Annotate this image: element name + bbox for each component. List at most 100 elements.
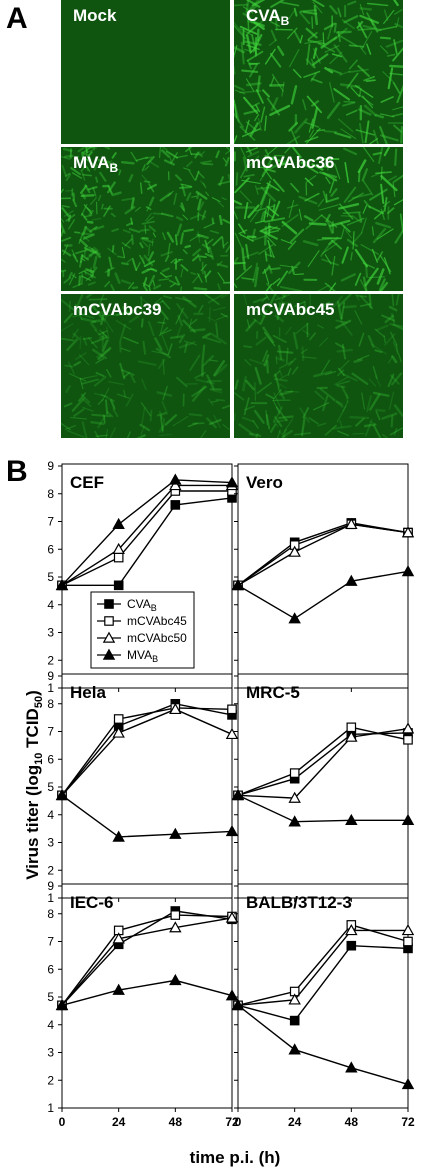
micrograph-label-subscript: B — [280, 14, 290, 28]
cell-mark — [347, 192, 364, 203]
cell-mark — [79, 238, 89, 248]
y-tick-label: 3 — [47, 836, 54, 850]
y-tick-label: 3 — [47, 1046, 54, 1060]
cell-mark — [121, 197, 134, 202]
cell-mark — [314, 390, 325, 400]
cell-mark — [334, 131, 352, 139]
cell-mark — [243, 397, 250, 416]
cell-mark — [217, 283, 221, 291]
cell-mark — [234, 391, 245, 401]
micrograph-label-text: CVA — [246, 6, 281, 25]
cell-mark — [318, 204, 339, 211]
cell-mark — [350, 251, 353, 261]
cell-mark — [266, 360, 269, 374]
cell-mark — [64, 210, 74, 217]
cell-mark — [309, 332, 316, 341]
cell-mark — [247, 204, 260, 219]
data-point-marker — [231, 788, 245, 801]
cell-mark — [156, 300, 164, 305]
cell-mark — [363, 75, 375, 82]
cell-mark — [178, 341, 196, 349]
cell-mark — [186, 192, 192, 202]
cell-mark — [380, 96, 394, 103]
cell-mark — [298, 208, 302, 221]
micrograph-label-text: MVA — [73, 153, 110, 172]
cell-mark — [389, 64, 403, 68]
cell-mark — [369, 188, 388, 201]
cell-mark — [359, 303, 372, 307]
cell-mark — [340, 301, 346, 320]
cell-mark — [268, 294, 277, 308]
cell-mark — [244, 119, 250, 134]
cell-mark — [242, 375, 247, 392]
y-tick-label: 5 — [47, 780, 54, 794]
cell-mark — [172, 416, 189, 427]
cell-mark — [356, 21, 364, 29]
data-point-marker — [225, 727, 239, 740]
micrograph-label-text: mCVAbc36 — [246, 153, 335, 172]
cell-mark — [305, 175, 317, 183]
data-point-marker — [225, 476, 239, 488]
cell-mark — [358, 212, 363, 223]
cell-mark — [342, 373, 358, 382]
cell-mark — [243, 109, 258, 115]
cell-mark — [265, 414, 271, 430]
cell-mark — [84, 184, 91, 194]
cell-mark — [396, 84, 403, 103]
cell-mark — [141, 378, 147, 391]
cell-mark — [317, 284, 330, 291]
chart-title: BALB/3T12-3 — [246, 893, 352, 912]
cell-mark — [109, 427, 116, 438]
x-tick-label: 72 — [225, 1115, 239, 1129]
cell-mark — [72, 332, 81, 341]
cell-mark — [216, 261, 223, 267]
cell-mark — [367, 335, 375, 348]
fluorescence-image-grid: Mock CVAB MVAB mCVAbc36 mCVAbc39 mCVAbc45 — [60, 0, 425, 443]
cell-mark — [141, 240, 149, 248]
series-line — [61, 794, 233, 838]
cell-mark — [341, 386, 350, 400]
y-tick-label: 5 — [47, 990, 54, 1004]
cell-mark — [393, 199, 403, 206]
cell-mark — [270, 76, 275, 87]
cell-mark — [82, 337, 93, 341]
cell-mark — [174, 174, 183, 182]
cell-mark — [370, 343, 387, 355]
cell-mark — [249, 209, 260, 223]
cell-mark — [274, 12, 278, 31]
cell-mark — [203, 270, 208, 283]
cell-mark — [140, 318, 144, 328]
cell-mark — [93, 163, 98, 171]
cell-mark — [302, 330, 310, 336]
cell-mark — [381, 314, 395, 322]
data-point-marker — [346, 940, 357, 951]
cell-mark — [378, 25, 397, 32]
cell-mark — [374, 328, 385, 338]
cell-mark — [64, 364, 74, 368]
cell-mark — [317, 301, 331, 310]
cell-mark — [379, 281, 389, 291]
data-point-marker — [403, 735, 413, 745]
cell-mark — [101, 331, 105, 348]
cell-mark — [246, 5, 258, 14]
cell-mark — [155, 347, 171, 359]
cell-mark — [342, 400, 349, 412]
cell-mark — [197, 231, 201, 243]
cell-mark — [234, 199, 243, 206]
y-axis-label: Virus titer (log10 TCID50) — [23, 690, 45, 880]
cell-mark — [128, 174, 134, 183]
cell-mark — [167, 190, 174, 197]
cell-mark — [222, 218, 230, 224]
cell-mark — [351, 193, 372, 199]
data-point-marker — [112, 932, 125, 944]
cell-mark — [254, 266, 260, 288]
cell-mark — [201, 210, 207, 221]
cell-mark — [354, 272, 362, 286]
cell-mark — [197, 151, 203, 158]
cell-mark — [379, 125, 388, 144]
cell-mark — [63, 154, 74, 158]
cell-mark — [293, 30, 302, 44]
cell-mark — [241, 69, 259, 73]
cell-mark — [321, 242, 338, 255]
cell-mark — [307, 250, 320, 267]
